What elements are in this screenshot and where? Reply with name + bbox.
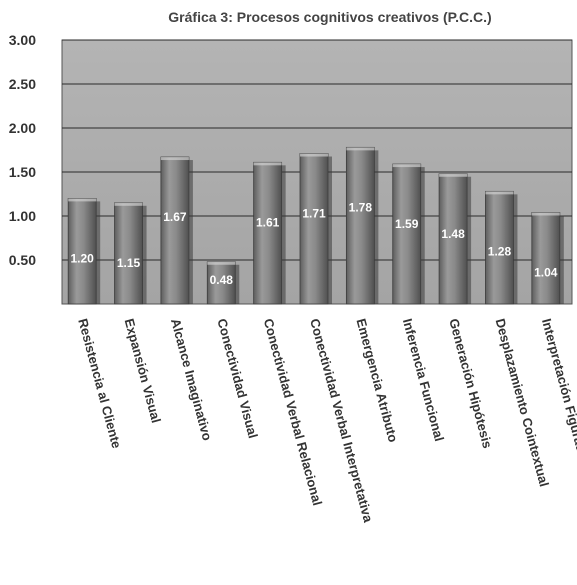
bar <box>114 202 143 305</box>
data-label: 1.48 <box>441 227 465 241</box>
data-label: 1.67 <box>163 210 187 224</box>
x-tick-label: Inferencia Funcional <box>400 317 447 443</box>
bar-top-highlight <box>300 153 328 157</box>
bar <box>299 153 329 305</box>
bar-top-highlight <box>114 202 143 206</box>
bar-top-highlight <box>253 162 282 166</box>
y-tick-label: 3.00 <box>9 32 36 48</box>
bar-top-highlight <box>485 191 514 195</box>
bar <box>67 197 97 305</box>
bar-top-highlight <box>68 198 97 202</box>
data-label: 1.59 <box>395 217 419 231</box>
data-label: 1.04 <box>534 265 558 279</box>
data-label: 0.48 <box>210 273 234 287</box>
x-tick-label: Alcance Imaginativo <box>168 317 215 442</box>
data-label: 1.15 <box>117 256 141 270</box>
x-tick-label: Conectividad Visual <box>214 317 260 440</box>
x-tick-label: Interpretación Figurativa <box>539 317 577 469</box>
data-label: 1.20 <box>71 251 95 265</box>
data-label: 1.78 <box>349 200 373 214</box>
bars: 1.20 1.15 1.67 0.48 1.61 1.71 1.78 1.59 1.48 1.28… <box>67 146 564 305</box>
x-tick-label: Expansión Visual <box>122 317 164 425</box>
y-tick-label: 0.50 <box>9 252 36 268</box>
bar-top-highlight <box>439 173 468 177</box>
x-tick-label: Generación Hipótesis <box>446 317 495 450</box>
data-label: 1.28 <box>488 244 512 258</box>
bar <box>253 161 283 305</box>
bar <box>345 146 375 305</box>
chart-title: Gráfica 3: Procesos cognitivos creativos… <box>168 9 491 25</box>
bar-top-highlight <box>160 157 189 161</box>
bar-top-highlight <box>346 147 375 151</box>
y-axis-ticks: 0.50 1.00 1.50 2.00 2.50 3.00 <box>9 32 36 268</box>
data-label: 1.71 <box>302 207 326 221</box>
y-tick-label: 1.50 <box>9 164 36 180</box>
data-label: 1.61 <box>256 215 280 229</box>
bar <box>160 156 190 305</box>
bar <box>531 212 561 305</box>
x-tick-label: Emergencia Atributo <box>353 317 400 444</box>
bar-top-highlight <box>392 164 421 168</box>
bar <box>392 163 422 305</box>
bar-top-highlight <box>531 212 560 216</box>
y-tick-label: 2.00 <box>9 120 36 136</box>
y-tick-label: 2.50 <box>9 76 36 92</box>
y-tick-label: 1.00 <box>9 208 36 224</box>
x-tick-label: Desplazamiento Cointextual <box>493 317 552 488</box>
bar-top-highlight <box>207 261 236 265</box>
x-tick-label: Resistencia al Cliente <box>75 317 124 450</box>
bar <box>485 190 514 305</box>
